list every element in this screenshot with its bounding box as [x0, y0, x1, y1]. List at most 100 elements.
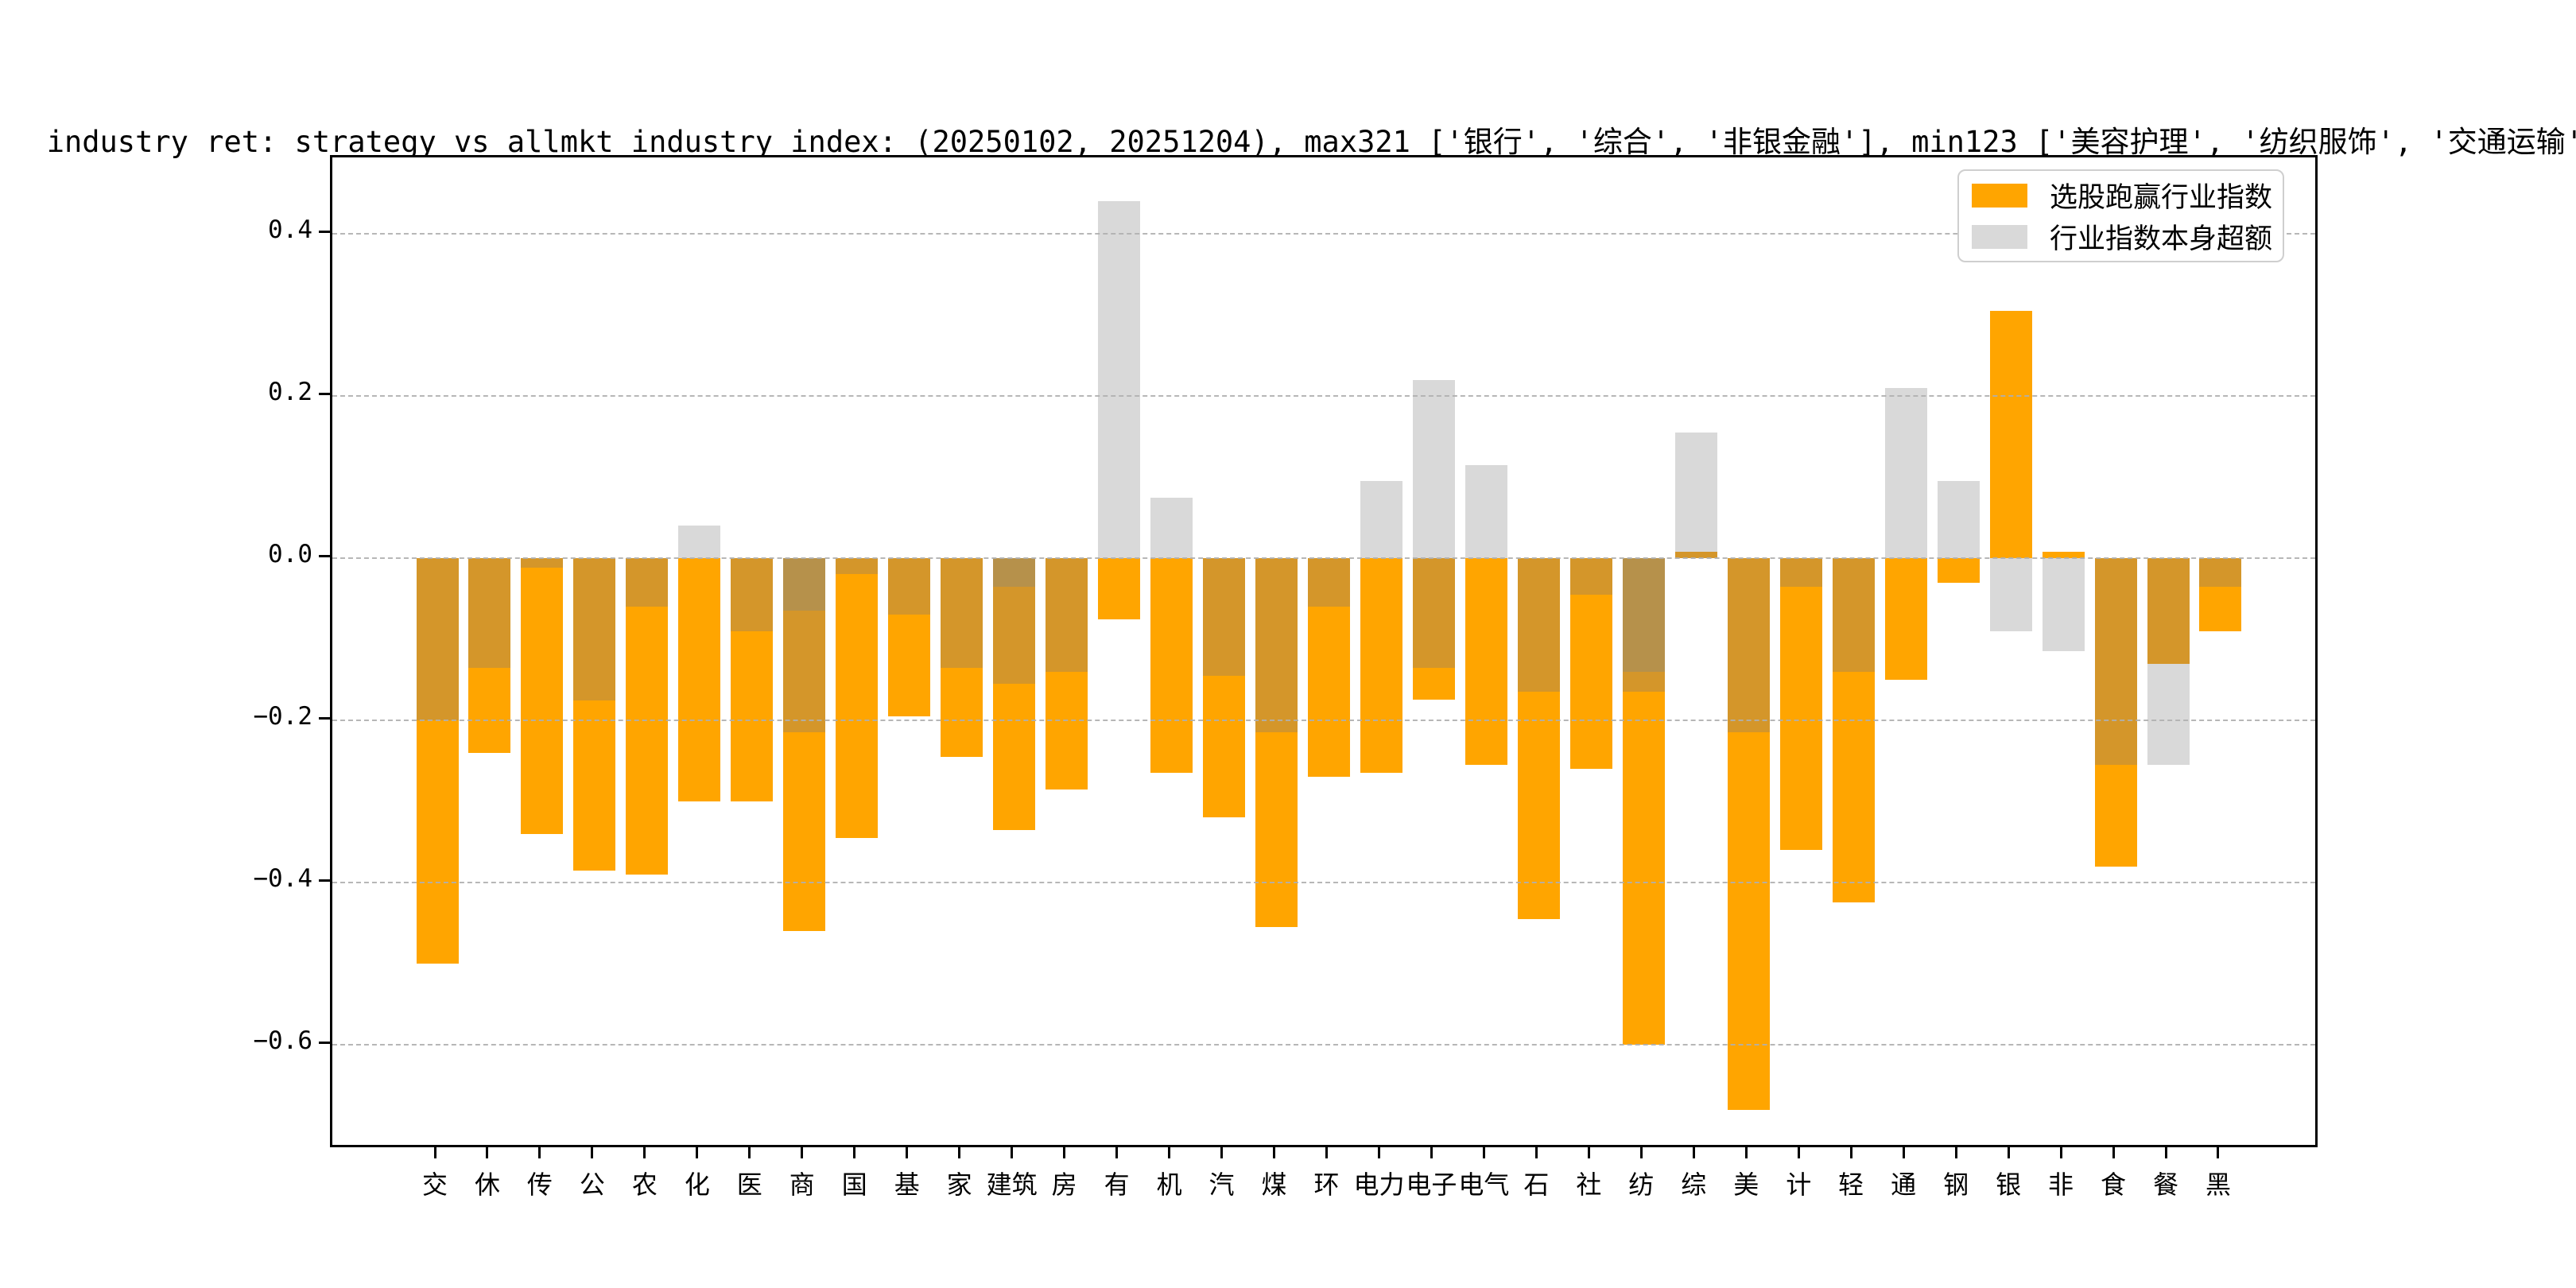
bar-segment-orange	[1779, 586, 1822, 851]
bar-segment-orange	[783, 732, 826, 932]
y-tick	[319, 231, 330, 233]
x-tick	[2164, 1147, 2167, 1158]
x-tick-label-钢: 钢	[1943, 1170, 1969, 1200]
x-tick-label-建筑: 建筑	[986, 1170, 1038, 1200]
y-tick-label: 0.2	[268, 378, 312, 406]
bar-segment-orange	[573, 700, 616, 871]
legend-swatch-gray	[1972, 224, 2027, 249]
bar-segment-overlap	[1674, 551, 1717, 558]
x-tick	[1639, 1147, 1643, 1158]
x-tick-label-电气: 电气	[1458, 1170, 1510, 1200]
bar-segment-overlap	[1569, 558, 1612, 595]
y-tick-label: 0.0	[268, 540, 312, 568]
bar-segment-overlap	[1412, 558, 1455, 668]
bar-segment-overlap	[1255, 558, 1298, 733]
bar-segment-orange	[521, 568, 564, 834]
bar-segment-orange	[836, 574, 879, 838]
x-tick-label-煤: 煤	[1261, 1170, 1287, 1200]
x-tick	[1168, 1147, 1171, 1158]
bar-segment-dark	[1622, 558, 1665, 672]
bar-segment-orange	[468, 667, 511, 753]
y-tick	[319, 1042, 330, 1044]
x-tick-label-美: 美	[1733, 1170, 1759, 1200]
bar-segment-gray	[1412, 379, 1455, 558]
bar-segment-gray	[1674, 432, 1717, 552]
bar-segment-orange	[416, 720, 459, 964]
bar-segment-orange	[1884, 558, 1927, 680]
x-tick	[486, 1147, 489, 1158]
x-tick	[1430, 1147, 1433, 1158]
x-tick	[433, 1147, 436, 1158]
x-tick	[696, 1147, 699, 1158]
bar-segment-overlap	[1779, 558, 1822, 587]
bar-segment-overlap	[941, 558, 983, 668]
bar-segment-gray	[1465, 464, 1507, 558]
bar-segment-gray	[2147, 663, 2190, 766]
bar-segment-orange	[1989, 310, 2032, 558]
bar-segment-overlap	[626, 558, 669, 607]
y-tick	[319, 393, 330, 395]
x-tick-label-化: 化	[684, 1170, 710, 1200]
x-tick	[2217, 1147, 2220, 1158]
bar-segment-gray	[1937, 481, 1980, 558]
x-tick-label-电力: 电力	[1353, 1170, 1405, 1200]
x-tick	[1482, 1147, 1485, 1158]
bar-segment-orange	[1098, 558, 1141, 619]
bar-segment-overlap	[573, 558, 616, 700]
bar-segment-orange	[1465, 558, 1507, 766]
chart-title: industry ret: strategy vs allmkt_industr…	[46, 125, 2576, 159]
x-tick	[1797, 1147, 1800, 1158]
x-tick-label-黑: 黑	[2205, 1170, 2231, 1200]
legend: 选股跑赢行业指数 行业指数本身超额	[1957, 169, 2284, 262]
x-tick-label-基: 基	[894, 1170, 920, 1200]
x-tick	[1325, 1147, 1328, 1158]
bars-layer	[332, 157, 2315, 1145]
bar-segment-orange	[1307, 607, 1350, 778]
bar-segment-overlap	[836, 558, 879, 575]
x-tick	[2059, 1147, 2062, 1158]
bar-segment-orange	[1622, 692, 1665, 1045]
bar-segment-orange	[1937, 558, 1980, 583]
bar-segment-gray	[678, 526, 721, 558]
x-tick-label-农: 农	[631, 1170, 658, 1200]
x-tick-label-商: 商	[789, 1170, 815, 1200]
x-tick-label-社: 社	[1576, 1170, 1602, 1200]
bar-segment-overlap	[1046, 558, 1088, 672]
bar-segment-orange	[1046, 671, 1088, 789]
bar-segment-dark	[993, 558, 1036, 587]
bar-segment-orange	[2042, 551, 2085, 558]
bar-segment-orange	[1203, 675, 1246, 818]
x-tick	[2112, 1147, 2115, 1158]
bar-segment-overlap	[1622, 671, 1665, 692]
x-tick	[591, 1147, 594, 1158]
bar-segment-orange	[1150, 558, 1193, 774]
bar-segment-orange	[731, 630, 774, 801]
x-tick-label-轻: 轻	[1838, 1170, 1864, 1200]
x-tick-label-食: 食	[2101, 1170, 2127, 1200]
x-tick-label-通: 通	[1891, 1170, 1917, 1200]
x-tick	[748, 1147, 751, 1158]
x-tick-label-家: 家	[946, 1170, 972, 1200]
plot-area	[330, 155, 2318, 1147]
x-tick-label-银: 银	[1996, 1170, 2022, 1200]
bar-segment-orange	[1255, 732, 1298, 928]
x-tick-label-机: 机	[1156, 1170, 1182, 1200]
bar-segment-gray	[1884, 387, 1927, 558]
x-tick	[1063, 1147, 1066, 1158]
x-tick-label-房: 房	[1051, 1170, 1077, 1200]
x-tick	[643, 1147, 646, 1158]
bar-segment-dark	[783, 558, 826, 611]
x-tick	[906, 1147, 909, 1158]
x-tick	[958, 1147, 961, 1158]
x-tick-label-有: 有	[1104, 1170, 1130, 1200]
x-tick-label-休: 休	[474, 1170, 500, 1200]
legend-item-industry: 行业指数本身超额	[1959, 216, 2283, 257]
bar-segment-overlap	[2199, 558, 2242, 587]
y-tick	[319, 879, 330, 882]
bar-segment-orange	[2094, 765, 2137, 867]
x-tick	[1692, 1147, 1695, 1158]
x-tick-label-餐: 餐	[2152, 1170, 2178, 1200]
bar-segment-orange	[941, 667, 983, 757]
y-tick-label: −0.6	[253, 1026, 312, 1055]
